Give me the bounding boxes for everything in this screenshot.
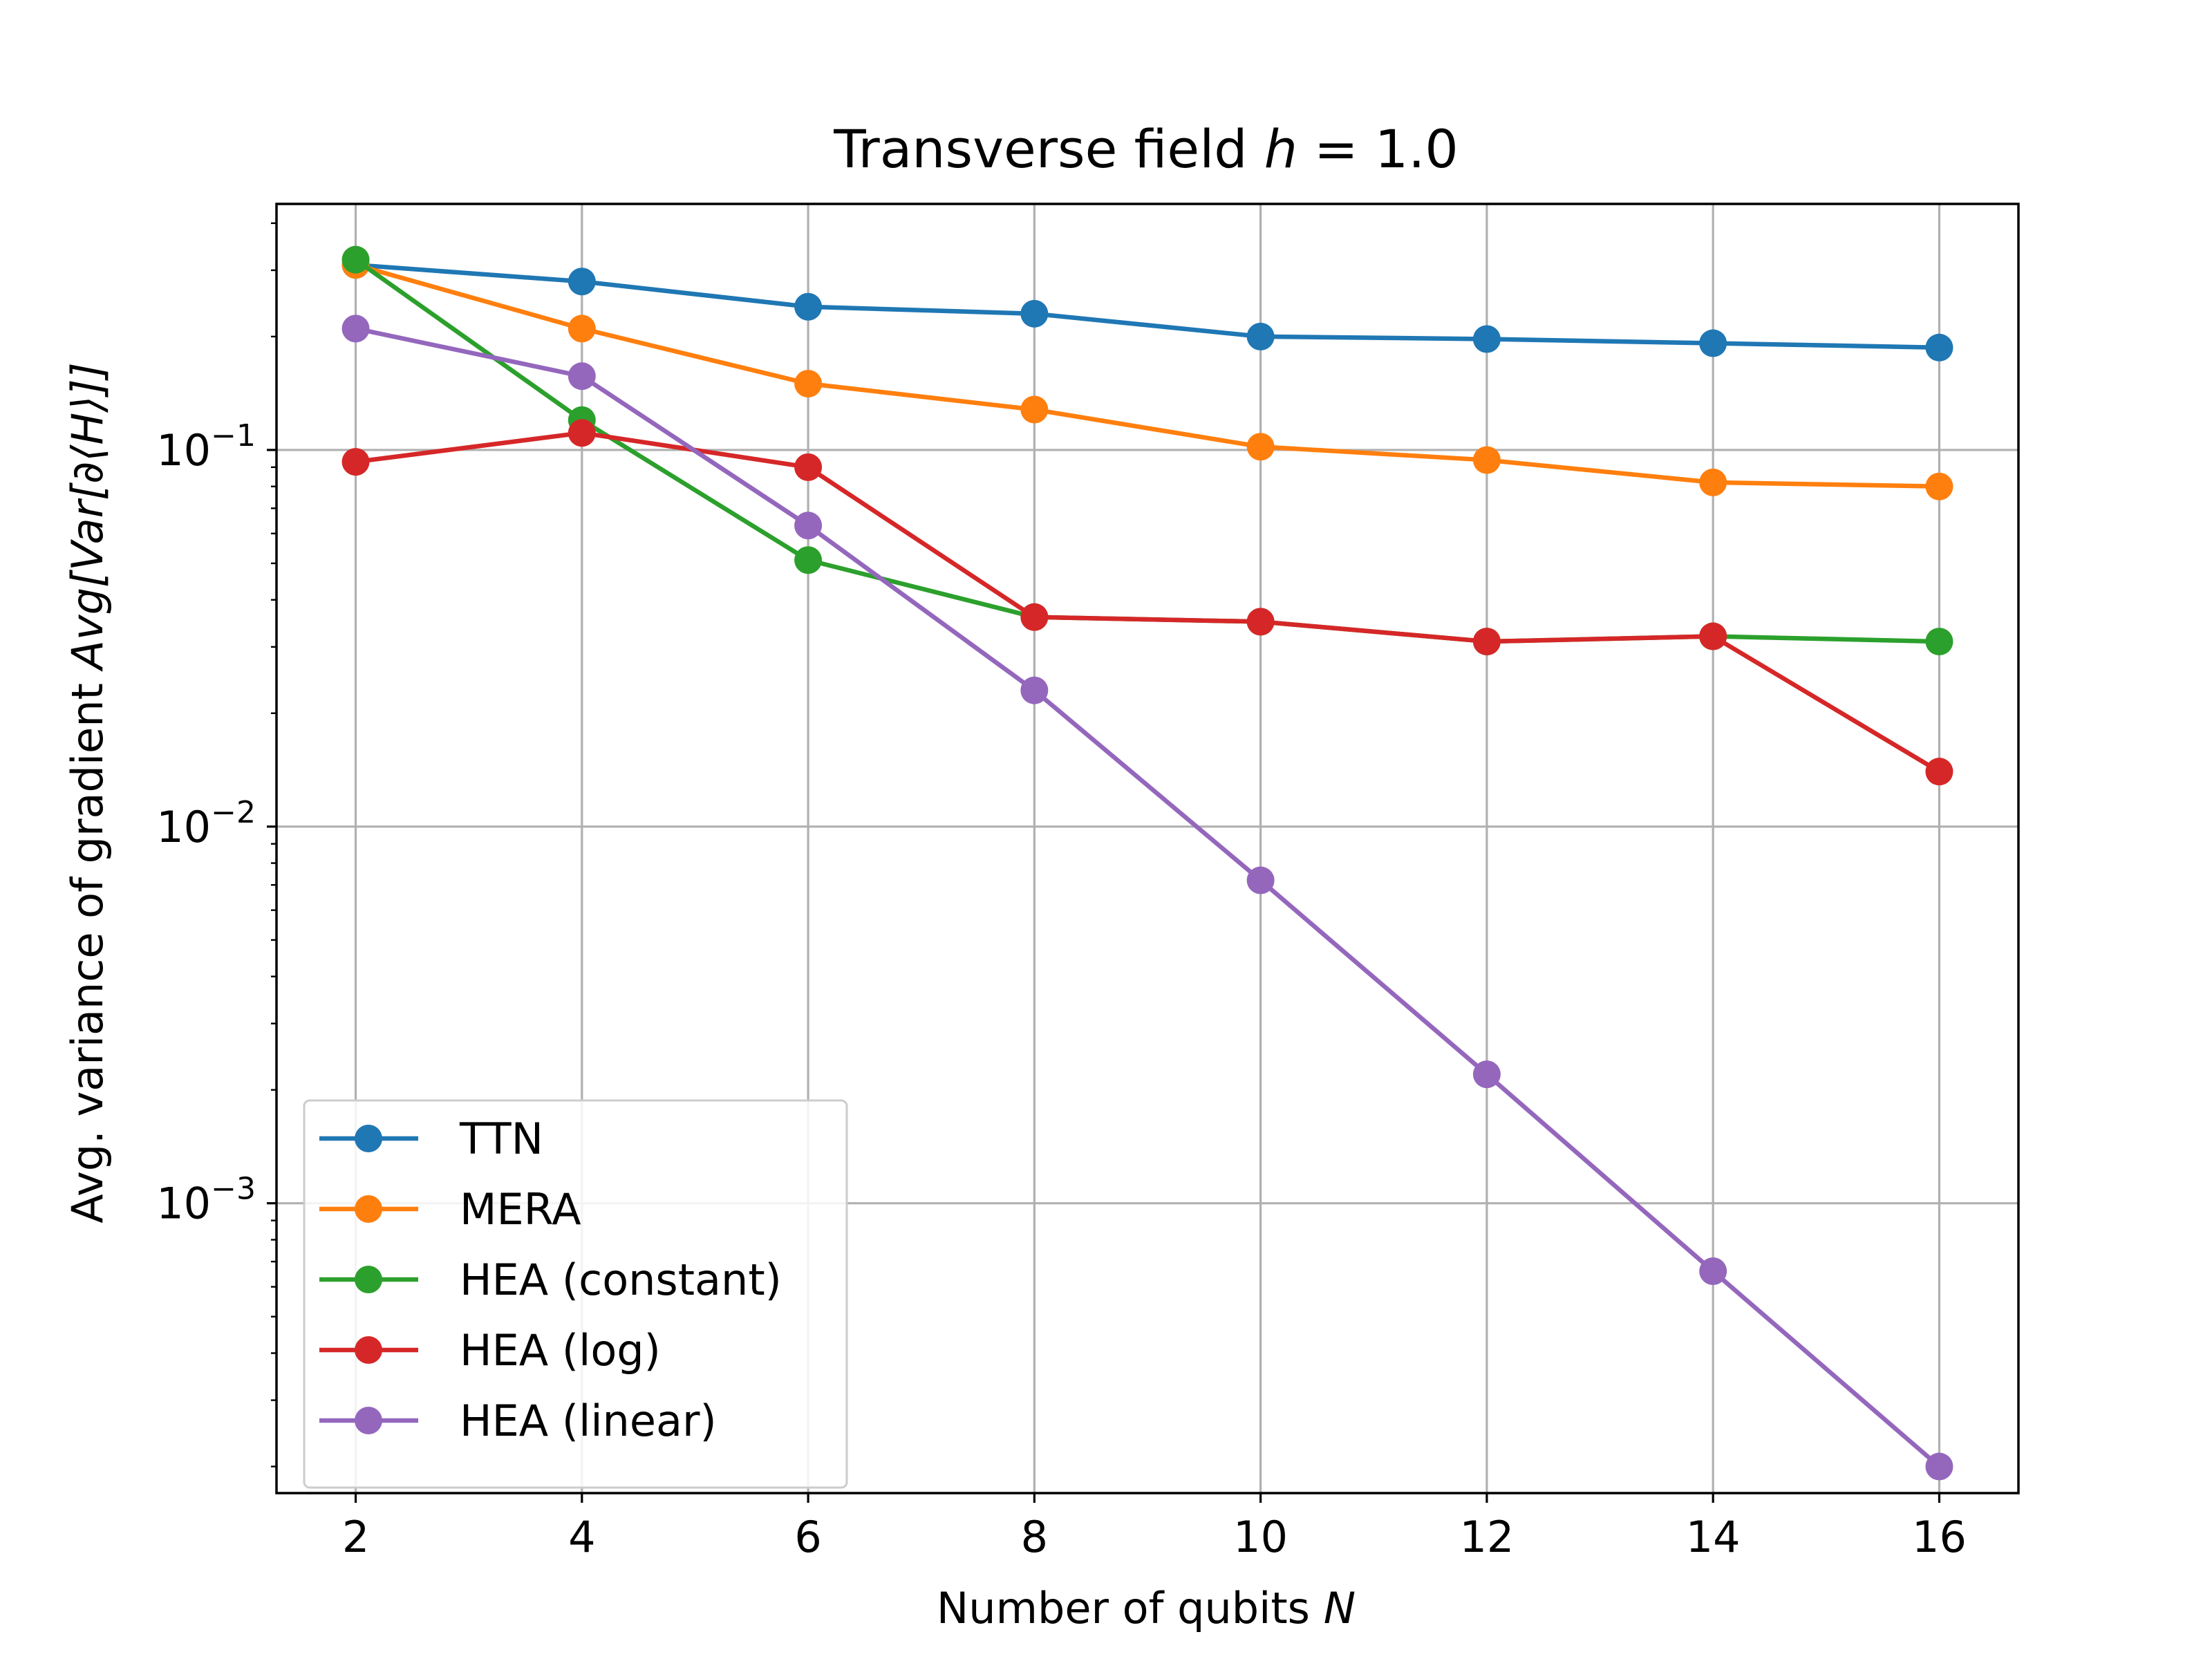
data-point: [1246, 433, 1275, 461]
legend-item: HEA (linear): [319, 1396, 717, 1446]
data-point: [568, 268, 596, 296]
x-axis-label-prefix: Number of qubits: [937, 1583, 1324, 1633]
x-tick-label: 6: [794, 1512, 821, 1562]
x-axis-label: Number of qubits N: [937, 1583, 1356, 1633]
legend-marker: [355, 1125, 382, 1152]
y-axis-label-math: Avg[Var[∂⟨H⟩]]: [62, 362, 113, 672]
legend-item: HEA (constant): [319, 1255, 782, 1305]
series-ttn: [341, 251, 1953, 362]
x-tick-label: 10: [1233, 1512, 1288, 1562]
ticks-layer: 2 4 6 8 10 12 14 16 10−1 10−2 10−3: [156, 222, 1967, 1562]
data-point: [794, 453, 823, 481]
legend-label: TTN: [459, 1114, 543, 1164]
x-tick-label: 8: [1021, 1512, 1048, 1562]
x-axis-label-variable: N: [1324, 1583, 1356, 1633]
legend-item: MERA: [319, 1184, 581, 1235]
data-point: [1925, 333, 1953, 362]
data-point: [794, 369, 823, 397]
data-point: [1472, 325, 1501, 353]
data-point: [1472, 446, 1501, 474]
data-point: [341, 315, 370, 343]
data-point: [794, 546, 823, 574]
data-point: [1472, 628, 1501, 656]
data-point: [568, 315, 596, 343]
series-line: [355, 263, 1940, 489]
data-point: [341, 245, 370, 274]
legend-label: MERA: [460, 1184, 581, 1235]
x-tick-label: 2: [342, 1512, 369, 1562]
y-tick-label: 10−1: [156, 418, 256, 476]
data-point: [794, 512, 823, 540]
y-tick-label: 10−2: [156, 795, 256, 852]
x-tick-label: 14: [1686, 1512, 1741, 1562]
data-point: [1246, 322, 1275, 350]
plot-area-frame: [275, 203, 2020, 1494]
chart-title-variable: h: [1264, 118, 1297, 180]
data-point: [1925, 628, 1953, 656]
data-point: [1699, 1257, 1727, 1286]
data-point: [1020, 603, 1049, 631]
chart-title-suffix: = 1.0: [1297, 118, 1459, 180]
series-line: [355, 262, 1940, 350]
series-line: [355, 430, 1941, 774]
legend-marker: [355, 1195, 382, 1223]
legend-item: TTN: [319, 1114, 543, 1164]
data-point: [794, 292, 823, 321]
y-axis-label-prefix: Avg. variance of gradient: [62, 669, 113, 1223]
data-point: [1246, 608, 1275, 636]
x-tick-label: 4: [568, 1512, 595, 1562]
data-point: [1699, 329, 1727, 357]
series-mera: [341, 251, 1953, 500]
data-point: [1472, 1060, 1501, 1089]
data-point: [1020, 676, 1049, 704]
legend-label: HEA (constant): [460, 1255, 782, 1305]
legend-box: [303, 1099, 848, 1489]
y-tick-label: 10−3: [156, 1172, 256, 1229]
chart-title-prefix: Transverse field: [833, 118, 1264, 180]
data-point: [1246, 866, 1275, 894]
x-tick-label: 16: [1912, 1512, 1967, 1562]
legend-marker: [355, 1266, 382, 1293]
legend-marker: [355, 1407, 382, 1434]
x-tick-label: 12: [1459, 1512, 1514, 1562]
legend-marker: [355, 1336, 382, 1364]
legend-label: HEA (log): [460, 1325, 661, 1376]
data-point: [1925, 758, 1953, 786]
series-hea-linear: [341, 315, 1953, 1481]
legend-label: HEA (linear): [460, 1396, 717, 1446]
legend: TTN MERA HEA (constant) HEA (log) HEA (linea…: [303, 1099, 848, 1489]
data-point: [1020, 395, 1049, 424]
data-point: [1699, 622, 1727, 650]
data-point: [1699, 468, 1727, 496]
series-line: [355, 326, 1941, 1469]
data-point: [1925, 1452, 1953, 1481]
data-point: [568, 419, 596, 447]
series-hea-log: [341, 419, 1953, 786]
data-point: [1020, 299, 1049, 328]
series-layer: [341, 245, 1953, 1481]
data-point: [341, 448, 370, 476]
legend-item: HEA (log): [319, 1325, 661, 1376]
y-axis-label: Avg. variance of gradient Avg[Var[∂⟨H⟩]]: [62, 362, 113, 1223]
data-point: [568, 362, 596, 391]
chart-title: Transverse field h = 1.0: [833, 118, 1459, 180]
data-point: [1925, 472, 1953, 500]
